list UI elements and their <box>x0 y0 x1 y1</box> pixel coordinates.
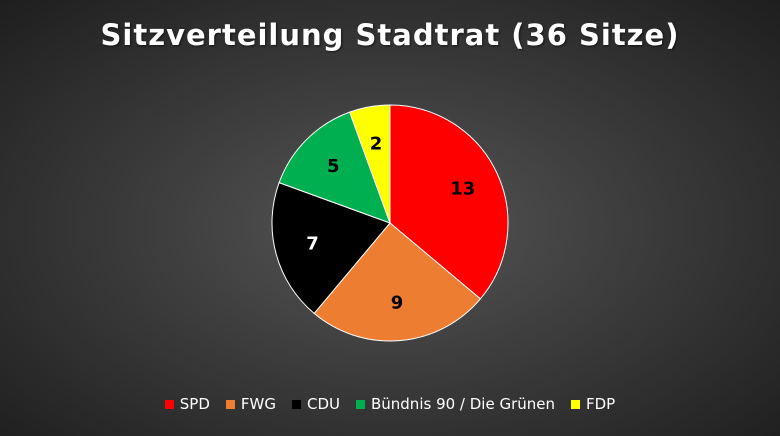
pie-slices <box>271 104 509 342</box>
legend-swatch <box>355 399 365 409</box>
data-label-fdp: 2 <box>370 133 383 154</box>
data-label-cdu: 7 <box>306 233 319 254</box>
data-label-fwg: 9 <box>391 292 404 313</box>
legend-label: FDP <box>586 395 616 413</box>
legend-swatch <box>571 399 580 409</box>
legend-item: FDP <box>571 395 615 413</box>
legend-label: CDU <box>306 395 340 413</box>
data-label-spd: 13 <box>450 179 475 200</box>
pie-slice-fdp <box>349 104 391 224</box>
legend-item: CDU <box>291 395 340 413</box>
pie-slice-spd <box>389 104 509 300</box>
pie-slice-b-ndnis-90-die-gr-nen <box>278 111 391 224</box>
pie-slice-fwg <box>313 222 482 342</box>
legend-swatch <box>291 399 301 409</box>
legend-swatch <box>164 399 174 409</box>
chart-title: Sitzverteilung Stadtrat (36 Sitze) <box>100 18 680 52</box>
legend-label: FWG <box>240 395 276 413</box>
pie-slice-cdu <box>271 182 391 315</box>
data-label-b-ndnis-90-die-gr-nen: 5 <box>327 156 340 177</box>
legend-item: SPD <box>164 395 210 413</box>
legend-item: Bündnis 90 / Die Grünen <box>355 395 555 413</box>
legend-swatch <box>225 399 235 409</box>
legend-label: SPD <box>179 395 210 413</box>
legend-item: FWG <box>225 395 276 413</box>
legend-label: Bündnis 90 / Die Grünen <box>370 395 555 413</box>
legend: SPD FWG CDU Bündnis 90 / Die Grünen FDP <box>0 395 780 413</box>
slice-labels: 13 9 7 5 2 <box>306 133 475 313</box>
